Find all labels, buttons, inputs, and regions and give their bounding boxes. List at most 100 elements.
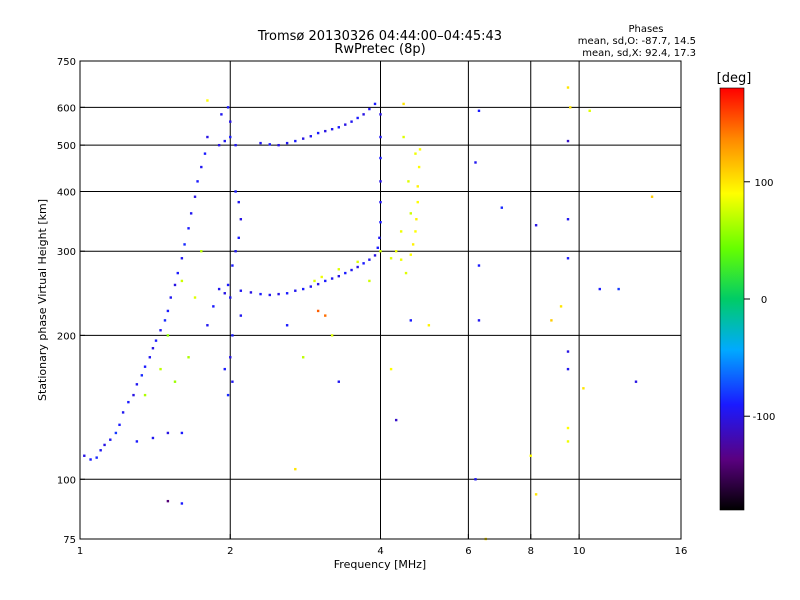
data-point xyxy=(474,478,477,481)
data-point xyxy=(402,135,405,139)
data-point xyxy=(301,287,305,291)
data-point xyxy=(285,292,289,295)
data-point xyxy=(534,224,538,227)
data-point xyxy=(203,152,207,155)
y-tick-label: 100 xyxy=(57,475,76,486)
data-point xyxy=(163,319,167,322)
colorbar-tick-label: 100 xyxy=(754,178,773,189)
data-point xyxy=(301,137,305,140)
data-point xyxy=(588,109,591,113)
data-point xyxy=(234,143,237,147)
data-point xyxy=(414,230,417,233)
data-point xyxy=(217,143,221,147)
data-point xyxy=(313,279,316,283)
data-point xyxy=(416,200,419,204)
data-point xyxy=(477,319,481,322)
data-point xyxy=(324,279,327,283)
x-axis-label: Frequency [MHz] xyxy=(334,558,426,571)
data-point xyxy=(344,271,347,275)
y-tick-label: 200 xyxy=(57,331,76,342)
data-point xyxy=(316,309,320,313)
data-point xyxy=(173,283,177,287)
data-points xyxy=(83,86,654,541)
data-point xyxy=(373,254,377,257)
data-point xyxy=(324,314,327,317)
data-point xyxy=(330,127,334,131)
data-point xyxy=(135,440,139,443)
data-point xyxy=(500,206,504,209)
data-point xyxy=(229,356,232,359)
data-point xyxy=(206,135,209,139)
data-point xyxy=(234,250,237,253)
data-point xyxy=(402,102,405,106)
data-point xyxy=(566,257,570,260)
data-point xyxy=(566,350,570,353)
data-point xyxy=(294,467,297,471)
data-point xyxy=(379,135,382,139)
data-point xyxy=(634,380,638,383)
data-point xyxy=(569,106,572,109)
data-point xyxy=(418,148,422,151)
y-tick-label: 300 xyxy=(57,247,76,258)
colorbar xyxy=(720,88,744,510)
data-point xyxy=(229,296,232,299)
data-point xyxy=(379,180,382,183)
data-point xyxy=(187,356,190,359)
data-point xyxy=(394,250,398,253)
data-point xyxy=(193,296,197,299)
data-point xyxy=(187,227,190,230)
x-tick-label: 10 xyxy=(573,546,586,557)
data-point xyxy=(330,334,334,337)
data-point xyxy=(350,120,353,123)
data-point xyxy=(239,218,243,221)
colorbar-tick-label: -100 xyxy=(753,412,776,423)
data-point xyxy=(140,374,144,377)
data-point xyxy=(379,250,382,253)
data-point xyxy=(226,283,230,287)
data-point xyxy=(309,285,312,288)
data-point xyxy=(259,141,262,145)
data-point xyxy=(89,458,92,461)
data-point xyxy=(379,113,382,116)
data-point xyxy=(180,257,184,260)
data-point xyxy=(268,143,271,146)
data-point xyxy=(239,314,243,317)
data-point xyxy=(559,305,563,308)
x-tick-label: 6 xyxy=(465,546,471,557)
data-point xyxy=(376,246,379,249)
x-axis-ticks: 1 2 4 6 8 10 16 xyxy=(77,534,687,557)
data-point xyxy=(379,200,382,204)
data-point xyxy=(379,221,382,224)
y-tick-label: 500 xyxy=(57,141,76,152)
data-point xyxy=(159,367,162,371)
data-point xyxy=(409,319,412,322)
data-point xyxy=(477,109,481,113)
data-point xyxy=(416,185,419,188)
data-point xyxy=(83,454,86,457)
data-point xyxy=(212,305,215,308)
data-point xyxy=(121,411,125,414)
data-point xyxy=(529,454,532,457)
data-point xyxy=(373,102,377,106)
data-point xyxy=(95,456,98,459)
data-point xyxy=(324,129,327,133)
data-point xyxy=(285,141,289,145)
data-point xyxy=(650,195,654,198)
data-point xyxy=(154,339,158,342)
data-point xyxy=(399,230,403,233)
data-point xyxy=(566,440,570,443)
data-point xyxy=(368,107,371,111)
data-point xyxy=(159,329,162,332)
data-point xyxy=(389,367,393,371)
data-point xyxy=(200,165,203,169)
data-point xyxy=(226,393,230,397)
data-point xyxy=(394,418,398,422)
data-point xyxy=(411,243,415,246)
data-point xyxy=(337,274,341,278)
colorbar-label: [deg] xyxy=(717,71,752,86)
data-point xyxy=(143,393,147,397)
data-point xyxy=(132,393,135,397)
data-point xyxy=(220,113,223,116)
data-point xyxy=(176,271,179,275)
